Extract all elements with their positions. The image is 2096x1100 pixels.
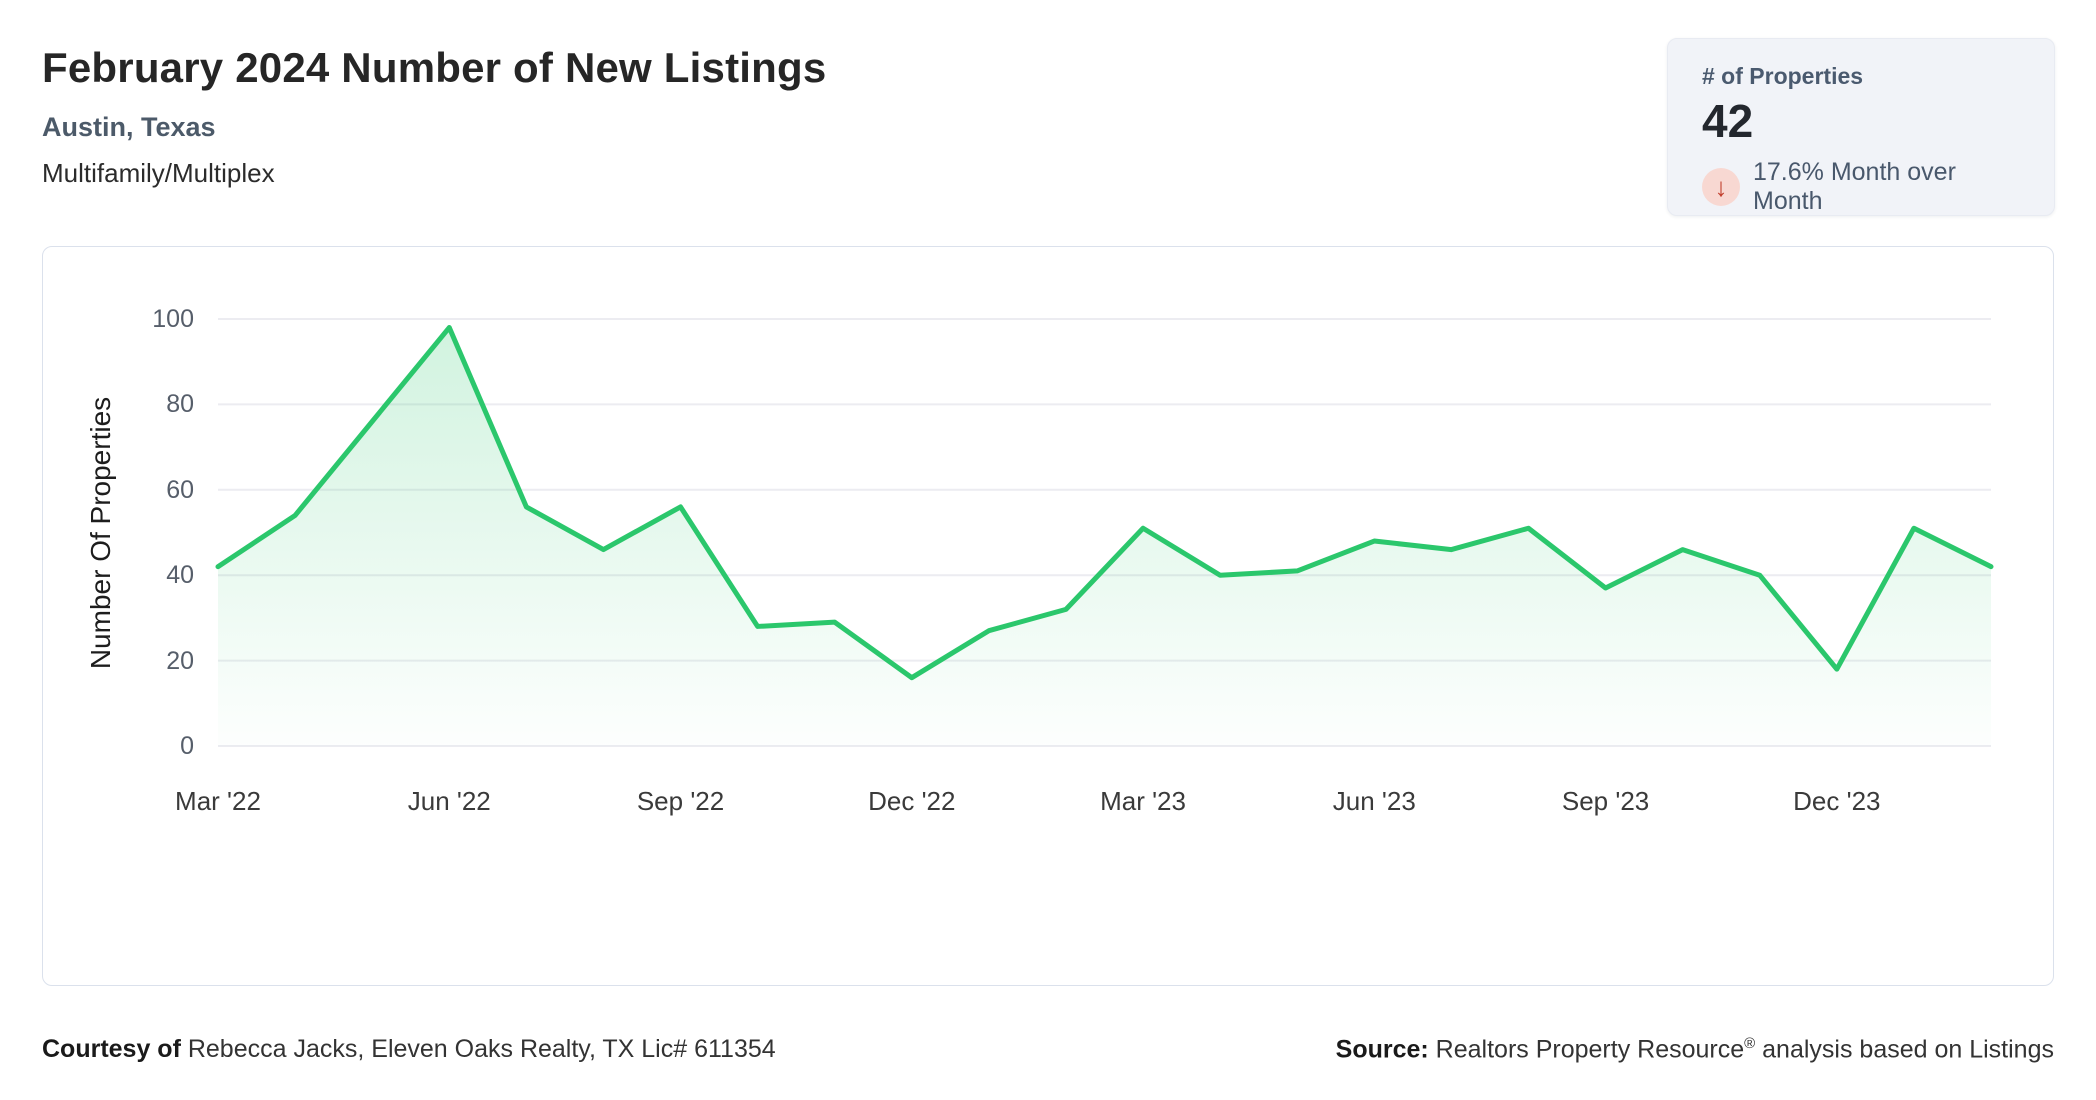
report-footer: Courtesy of Rebecca Jacks, Eleven Oaks R… xyxy=(42,1035,2054,1064)
y-tick-label: 20 xyxy=(166,646,194,675)
source-label: Source: xyxy=(1335,1035,1429,1064)
y-tick-label: 100 xyxy=(152,305,194,333)
courtesy-label: Courtesy of xyxy=(42,1035,181,1063)
y-tick-label: 0 xyxy=(180,732,194,760)
properties-stat-card: # of Properties 42 ↓ 17.6% Month over Mo… xyxy=(1667,38,2055,216)
x-tick-label: Jun '23 xyxy=(1332,786,1416,816)
page-subtitle-location: Austin, Texas xyxy=(42,112,216,142)
registered-trademark-symbol: ® xyxy=(1744,1035,1756,1052)
x-tick-label: Mar '22 xyxy=(175,786,261,816)
stat-value: 42 xyxy=(1702,95,1754,147)
courtesy-text: Courtesy of Rebecca Jacks, Eleven Oaks R… xyxy=(42,1035,776,1063)
data-line xyxy=(215,325,1994,681)
x-tick-label: Dec '23 xyxy=(1793,786,1881,816)
x-tick-label: Sep '22 xyxy=(636,786,725,816)
x-tick-label: Mar '23 xyxy=(1100,786,1186,816)
page-title: February 2024 Number of New Listings xyxy=(42,44,827,91)
y-tick-label: 80 xyxy=(166,390,194,419)
y-tick-label: 60 xyxy=(166,475,194,504)
stat-change-text: 17.6% Month over Month xyxy=(1753,158,1956,215)
y-tick-label: 40 xyxy=(166,561,194,590)
arrow-down-icon: ↓ xyxy=(1702,168,1740,206)
area-fill xyxy=(218,327,1991,746)
property-type-label: Multifamily/Multiplex xyxy=(42,158,275,188)
month-over-month-change: ↓ 17.6% Month over Month xyxy=(1702,158,2020,216)
x-tick-label: Jun '22 xyxy=(407,786,491,816)
new-listings-line-chart: Number Of Properties 0 20 40 60 80 100 Mar '22… xyxy=(42,246,2054,986)
chart-plot-area xyxy=(215,318,1994,747)
stat-label: # of Properties xyxy=(1702,63,1864,89)
source-text: Source: Realtors Property Resource® anal… xyxy=(1335,1035,2054,1064)
x-tick-label: Dec '22 xyxy=(868,786,956,816)
x-tick-label: Sep '23 xyxy=(1561,786,1650,816)
